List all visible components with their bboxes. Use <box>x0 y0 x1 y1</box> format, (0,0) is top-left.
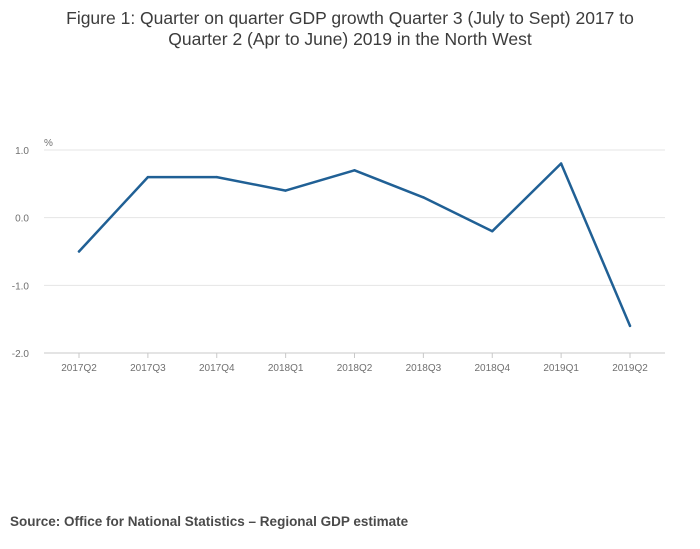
x-tick-label: 2018Q4 <box>474 363 510 374</box>
x-tick-label: 2019Q1 <box>543 363 579 374</box>
data-point <box>77 250 81 253</box>
y-axis: 1.0 0.0 -1.0 -2.0 <box>12 146 30 360</box>
data-point <box>146 175 150 179</box>
chart-title-line-1: Figure 1: Quarter on quarter GDP growth … <box>66 8 634 28</box>
source-note: Source: Office for National Statistics –… <box>10 514 409 529</box>
x-tick-label: 2018Q1 <box>268 363 304 374</box>
data-point <box>559 162 563 165</box>
chart-title-line-2: Quarter 2 (Apr to June) 2019 in the Nort… <box>168 29 532 49</box>
data-point <box>215 175 218 179</box>
x-tick-labels: 2017Q2 2017Q3 2017Q4 2018Q1 2018Q2 2018Q3 2018… <box>61 363 648 374</box>
data-point <box>628 324 632 328</box>
series-line <box>77 162 632 328</box>
gridlines <box>44 149 665 286</box>
x-tick-label: 2017Q2 <box>61 363 97 374</box>
x-axis <box>44 352 665 358</box>
x-tick-label: 2017Q4 <box>199 363 235 374</box>
y-tick-label: -2.0 <box>12 349 30 360</box>
data-point <box>422 196 425 199</box>
y-tick-label: 1.0 <box>15 146 29 157</box>
chart-title: Figure 1: Quarter on quarter GDP growth … <box>0 8 700 50</box>
x-tick-label: 2017Q3 <box>130 363 166 374</box>
data-point <box>353 169 356 172</box>
x-tick-label: 2019Q2 <box>612 363 648 374</box>
x-tick-label: 2018Q3 <box>406 363 442 374</box>
x-tick-label: 2018Q2 <box>337 363 373 374</box>
y-tick-label: -1.0 <box>12 281 30 292</box>
y-axis-label: % <box>44 138 53 149</box>
series-layer <box>77 162 632 328</box>
y-tick-label: 0.0 <box>15 214 29 225</box>
data-point <box>491 230 494 233</box>
data-point <box>284 189 287 192</box>
